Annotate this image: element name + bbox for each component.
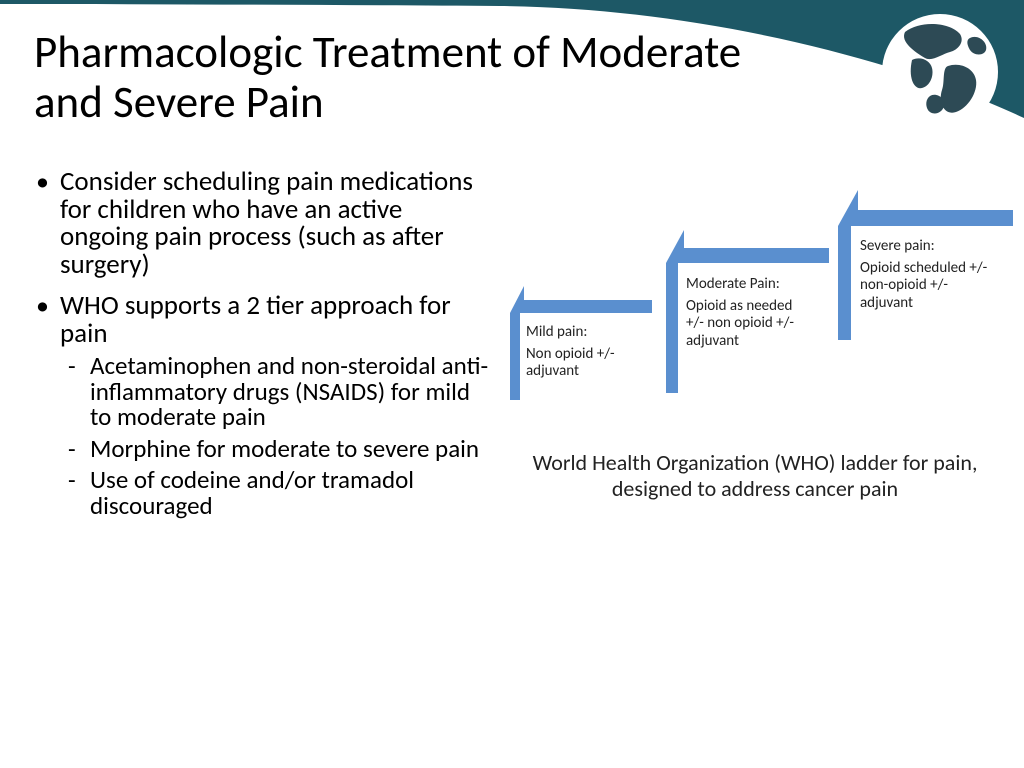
ladder-step-label-3: Severe pain:Opioid scheduled +/- non-opi… [860,238,988,313]
ladder-step-2: Moderate Pain:Opioid as needed +/- non o… [666,248,829,398]
ladder-caption: World Health Organization (WHO) ladder f… [520,450,990,503]
sub-bullet-1: Acetaminophen and non-steroidal anti-inf… [90,353,494,430]
globe-icon [882,14,998,130]
bullet-2: WHO supports a 2 tier approach for pain … [60,292,494,518]
ladder-step-1: Mild pain:Non opioid +/- adjuvant [510,300,652,405]
sub-bullet-3: Use of codeine and/or tramadol discourag… [90,467,494,518]
bullet-content: Consider scheduling pain medications for… [34,168,494,532]
ladder-step-label-2: Moderate Pain:Opioid as needed +/- non o… [686,276,804,351]
ladder-step-3: Severe pain:Opioid scheduled +/- non-opi… [838,210,1013,345]
ladder-step-label-1: Mild pain:Non opioid +/- adjuvant [526,324,636,381]
bullet-2-text: WHO supports a 2 tier approach for pain [60,289,451,350]
sub-bullet-2: Morphine for moderate to severe pain [90,436,494,462]
slide-title: Pharmacologic Treatment of Moderate and … [34,28,794,129]
bullet-1: Consider scheduling pain medications for… [60,168,494,278]
who-pain-ladder: Mild pain:Non opioid +/- adjuvant Moderat… [510,210,1000,470]
